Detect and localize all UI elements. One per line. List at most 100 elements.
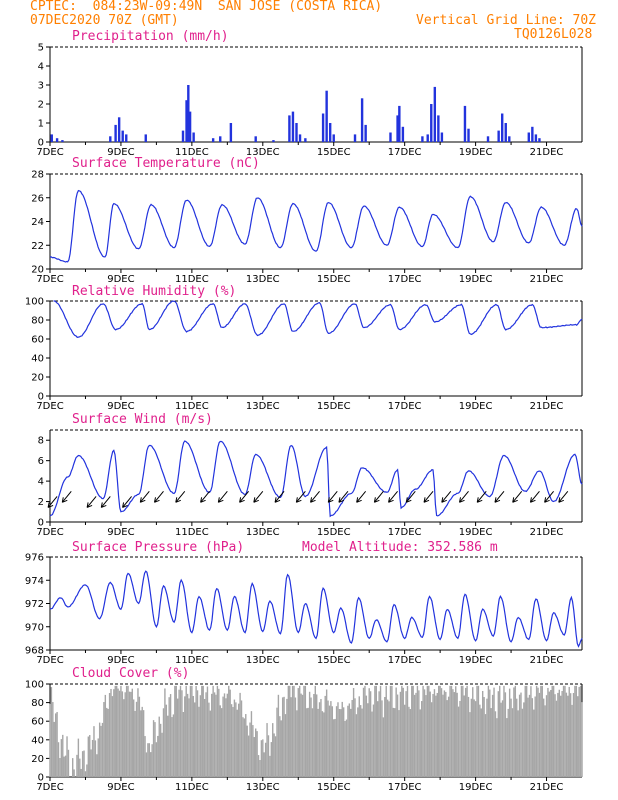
- precip-bar: [534, 134, 538, 142]
- cloud-bar: [545, 695, 548, 777]
- cloud-bar: [201, 685, 203, 777]
- cloud-bar: [493, 687, 495, 777]
- cloud-bar: [218, 688, 220, 777]
- cloud-bar: [250, 711, 253, 777]
- precip-bar: [486, 136, 490, 142]
- cloud-bar: [325, 689, 328, 777]
- cloud-bar: [211, 693, 213, 777]
- cloud-bar: [276, 707, 278, 777]
- header-model-id: TQ0126L028: [514, 27, 593, 42]
- cloud-bar: [489, 689, 491, 777]
- cloud-bar: [84, 771, 87, 777]
- y-tick-label: 24: [31, 217, 44, 228]
- cloud-bar: [350, 708, 352, 777]
- cloud-bar: [389, 685, 392, 777]
- cloud-bar: [290, 697, 292, 777]
- cloud-bar: [246, 725, 248, 777]
- cloud-bar: [443, 690, 446, 777]
- x-tick-label: 13DEC: [246, 147, 280, 158]
- cloud-bar: [162, 708, 165, 777]
- y-tick-label: 100: [25, 297, 44, 308]
- precip-bar: [117, 117, 121, 142]
- cloud-title: Cloud Cover (%): [72, 666, 190, 681]
- series-line-1: [49, 189, 583, 263]
- cloud-bar: [420, 701, 423, 777]
- cloud-bar: [557, 692, 559, 777]
- cloud-bar: [296, 710, 298, 777]
- cloud-bar: [106, 707, 108, 777]
- wind-arrow: [175, 491, 186, 503]
- cloud-bar: [314, 685, 316, 777]
- cloud-bar: [321, 711, 324, 777]
- cloud-bar: [362, 687, 365, 777]
- cloud-bar: [375, 685, 377, 777]
- cloud-bar: [310, 697, 312, 777]
- cloud-bar: [253, 737, 255, 777]
- cloud-bar: [182, 712, 185, 777]
- precip-bar: [187, 85, 190, 142]
- x-tick-label: 9DEC: [107, 401, 134, 412]
- cloud-bar: [167, 715, 169, 777]
- cloud-bar: [487, 685, 490, 777]
- cloud-bar: [446, 700, 448, 777]
- cloud-bar: [497, 691, 499, 777]
- precip-bar: [144, 134, 147, 142]
- cloud-bar: [547, 687, 549, 777]
- cloud-bar: [144, 736, 146, 777]
- cloud-bar: [342, 707, 345, 777]
- cloud-bar: [348, 703, 351, 777]
- cloud-bar: [277, 694, 280, 777]
- x-tick-label: 9DEC: [107, 527, 134, 538]
- cloud-bar: [518, 694, 521, 777]
- wind-arrow: [405, 491, 416, 503]
- cloud-bar: [552, 685, 555, 777]
- cloud-bar: [345, 719, 348, 777]
- wind-arrow: [139, 491, 150, 503]
- cloud-bar: [340, 709, 342, 777]
- cloud-bar: [516, 698, 518, 777]
- cloud-bar: [473, 699, 475, 777]
- cloud-bar: [83, 750, 85, 777]
- cloud-bar: [196, 690, 199, 777]
- cloud-bar: [283, 696, 285, 777]
- cloud-bar: [257, 755, 260, 777]
- cloud-bar: [262, 739, 264, 777]
- cloud-bar: [222, 696, 224, 777]
- x-tick-label: 19DEC: [459, 655, 493, 666]
- x-tick-label: 17DEC: [388, 401, 422, 412]
- cloud-bar: [463, 695, 465, 777]
- wind-arrow-head: [558, 497, 564, 503]
- cloud-bar: [508, 688, 511, 777]
- y-tick-label: 968: [25, 646, 44, 657]
- x-tick-label: 15DEC: [317, 527, 351, 538]
- y-tick-label: 26: [31, 193, 44, 204]
- cloud-bar: [577, 696, 579, 777]
- cloud-bar: [110, 688, 112, 777]
- wind-arrow: [558, 491, 569, 503]
- cloud-bar: [148, 743, 151, 777]
- cloud-bar: [279, 716, 281, 777]
- x-tick-label: 7DEC: [36, 782, 63, 793]
- cloud-bar: [232, 706, 234, 777]
- cloud-bar: [551, 685, 553, 777]
- precip-bar: [440, 132, 444, 142]
- x-tick-label: 13DEC: [246, 527, 280, 538]
- cloud-bar: [266, 723, 268, 777]
- y-tick-label: 976: [25, 553, 44, 564]
- precip-title: Precipitation (mm/h): [72, 29, 229, 44]
- cloud-bar: [513, 687, 515, 777]
- cloud-bar: [405, 691, 407, 777]
- wind-arrow-head: [217, 497, 224, 503]
- wind-arrow: [217, 491, 228, 503]
- cloud-bar: [374, 685, 376, 777]
- x-tick-label: 11DEC: [175, 782, 209, 793]
- cloud-bar: [382, 717, 385, 777]
- header-grid-line: Vertical Grid Line: 70Z: [416, 13, 597, 28]
- wind-arrow: [253, 491, 264, 503]
- cloud-bar: [233, 699, 236, 777]
- wind-arrow-head: [494, 497, 501, 503]
- cloud-bar: [107, 708, 109, 777]
- precip-bar: [527, 132, 530, 142]
- x-tick-label: 21DEC: [530, 782, 564, 793]
- y-tick-label: 28: [31, 170, 44, 181]
